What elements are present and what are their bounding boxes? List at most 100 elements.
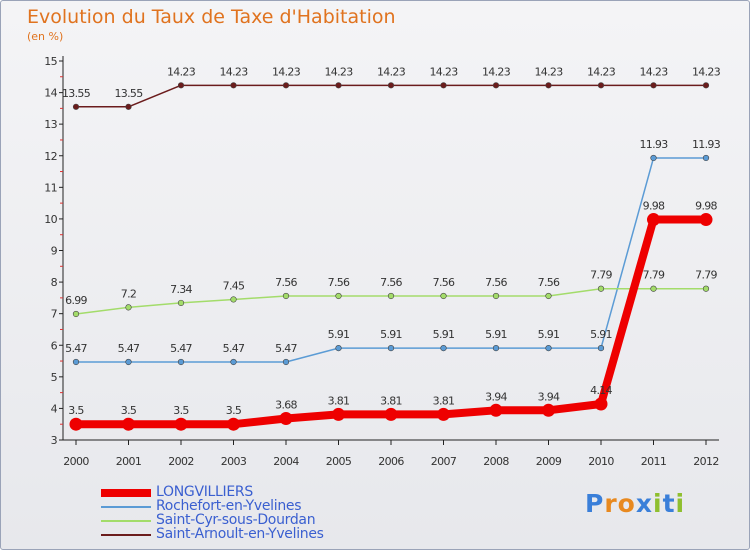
data-label: 3.81: [328, 394, 350, 407]
data-point: [440, 82, 447, 89]
legend-label: LONGVILLIERS: [156, 484, 253, 500]
data-point: [282, 82, 290, 89]
x-tick-label: 2007: [431, 455, 457, 468]
data-point: [492, 292, 500, 300]
data-point: [542, 403, 555, 417]
data-point: [597, 82, 605, 89]
data-point: [437, 407, 450, 421]
data-point: [125, 358, 132, 366]
data-label: 5.47: [275, 342, 297, 355]
data-label: 14.23: [272, 65, 301, 78]
data-point: [335, 82, 342, 89]
data-label: 7.45: [223, 279, 245, 292]
data-label: 13.55: [115, 87, 144, 100]
data-label: 5.47: [118, 342, 140, 355]
data-label: 11.93: [640, 138, 669, 151]
data-point: [545, 82, 552, 89]
data-label: 7.56: [485, 276, 507, 289]
proxiti-logo: Proxiti: [585, 489, 685, 518]
data-point: [699, 213, 713, 227]
data-label: 5.47: [223, 342, 245, 355]
data-label: 14.23: [482, 65, 511, 78]
data-label: 9.98: [695, 200, 717, 213]
data-label: 14.23: [640, 65, 669, 78]
data-point: [230, 296, 237, 303]
data-point: [647, 213, 660, 227]
data-label: 7.56: [380, 276, 402, 289]
y-tick-label: 13: [44, 118, 57, 131]
logo-letter: i: [675, 489, 686, 518]
x-tick-label: 2006: [378, 455, 404, 468]
data-label: 7.79: [590, 269, 612, 282]
data-label: 5.91: [380, 328, 402, 341]
data-label: 14.23: [220, 65, 249, 78]
x-tick-label: 2002: [168, 455, 194, 468]
y-tick-label: 15: [44, 55, 57, 68]
data-label: 3.5: [68, 404, 84, 417]
data-point: [230, 358, 237, 366]
data-point: [227, 417, 240, 431]
data-point: [594, 397, 608, 411]
data-point: [69, 417, 83, 431]
data-point: [702, 82, 710, 89]
data-label: 7.2: [121, 287, 136, 300]
data-point: [174, 417, 188, 431]
data-label: 3.5: [173, 404, 189, 417]
data-label: 13.55: [62, 87, 91, 100]
data-point: [279, 412, 293, 426]
data-point: [72, 358, 80, 366]
data-label: 5.91: [433, 328, 455, 341]
data-label: 7.34: [170, 283, 192, 296]
data-label: 5.91: [485, 328, 507, 341]
x-tick-label: 2009: [536, 455, 562, 468]
y-tick-label: 7: [51, 308, 58, 321]
data-point: [440, 344, 447, 352]
data-label: 6.99: [65, 294, 87, 307]
data-point: [177, 82, 185, 89]
data-label: 7.79: [643, 269, 665, 282]
y-tick-label: 6: [51, 339, 58, 352]
data-label: 14.23: [377, 65, 406, 78]
data-point: [492, 344, 500, 352]
x-tick-label: 2011: [641, 455, 667, 468]
data-label: 3.81: [433, 394, 455, 407]
data-label: 14.23: [587, 65, 616, 78]
chart-title: Evolution du Taux de Taxe d'Habitation: [27, 6, 396, 28]
x-tick-label: 2004: [273, 455, 299, 468]
data-point: [335, 344, 342, 352]
data-point: [72, 103, 80, 110]
data-label: 5.91: [328, 328, 350, 341]
data-point: [335, 292, 342, 300]
logo-letter: x: [635, 489, 653, 518]
data-point: [332, 407, 345, 421]
data-label: 7.56: [538, 276, 560, 289]
data-label: 3.5: [226, 404, 242, 417]
y-tick-label: 10: [44, 213, 57, 226]
data-point: [387, 344, 395, 352]
data-point: [650, 285, 657, 292]
logo-letter: i: [653, 489, 663, 518]
x-tick-label: 2012: [693, 455, 719, 468]
y-tick-label: 9: [51, 245, 58, 258]
logo-letter: o: [617, 489, 636, 518]
y-tick-label: 5: [51, 371, 58, 384]
data-label: 14.23: [167, 65, 196, 78]
data-label: 7.79: [695, 269, 717, 282]
data-point: [230, 82, 237, 89]
legend-label: Rochefort-en-Yvelines: [156, 498, 302, 514]
logo-letter: P: [585, 489, 605, 518]
data-label: 5.47: [170, 342, 192, 355]
logo-letter: t: [662, 489, 676, 518]
x-tick-label: 2010: [588, 455, 614, 468]
y-tick-label: 4: [51, 402, 58, 415]
y-tick-label: 8: [51, 276, 58, 289]
chart-subtitle: (en %): [27, 30, 64, 43]
y-tick-label: 12: [44, 150, 57, 163]
x-tick-label: 2008: [483, 455, 509, 468]
data-point: [177, 299, 185, 307]
data-label: 7.56: [275, 276, 297, 289]
legend-label: Saint-Cyr-sous-Dourdan: [156, 512, 316, 528]
data-label: 7.56: [433, 276, 455, 289]
data-point: [650, 154, 657, 162]
